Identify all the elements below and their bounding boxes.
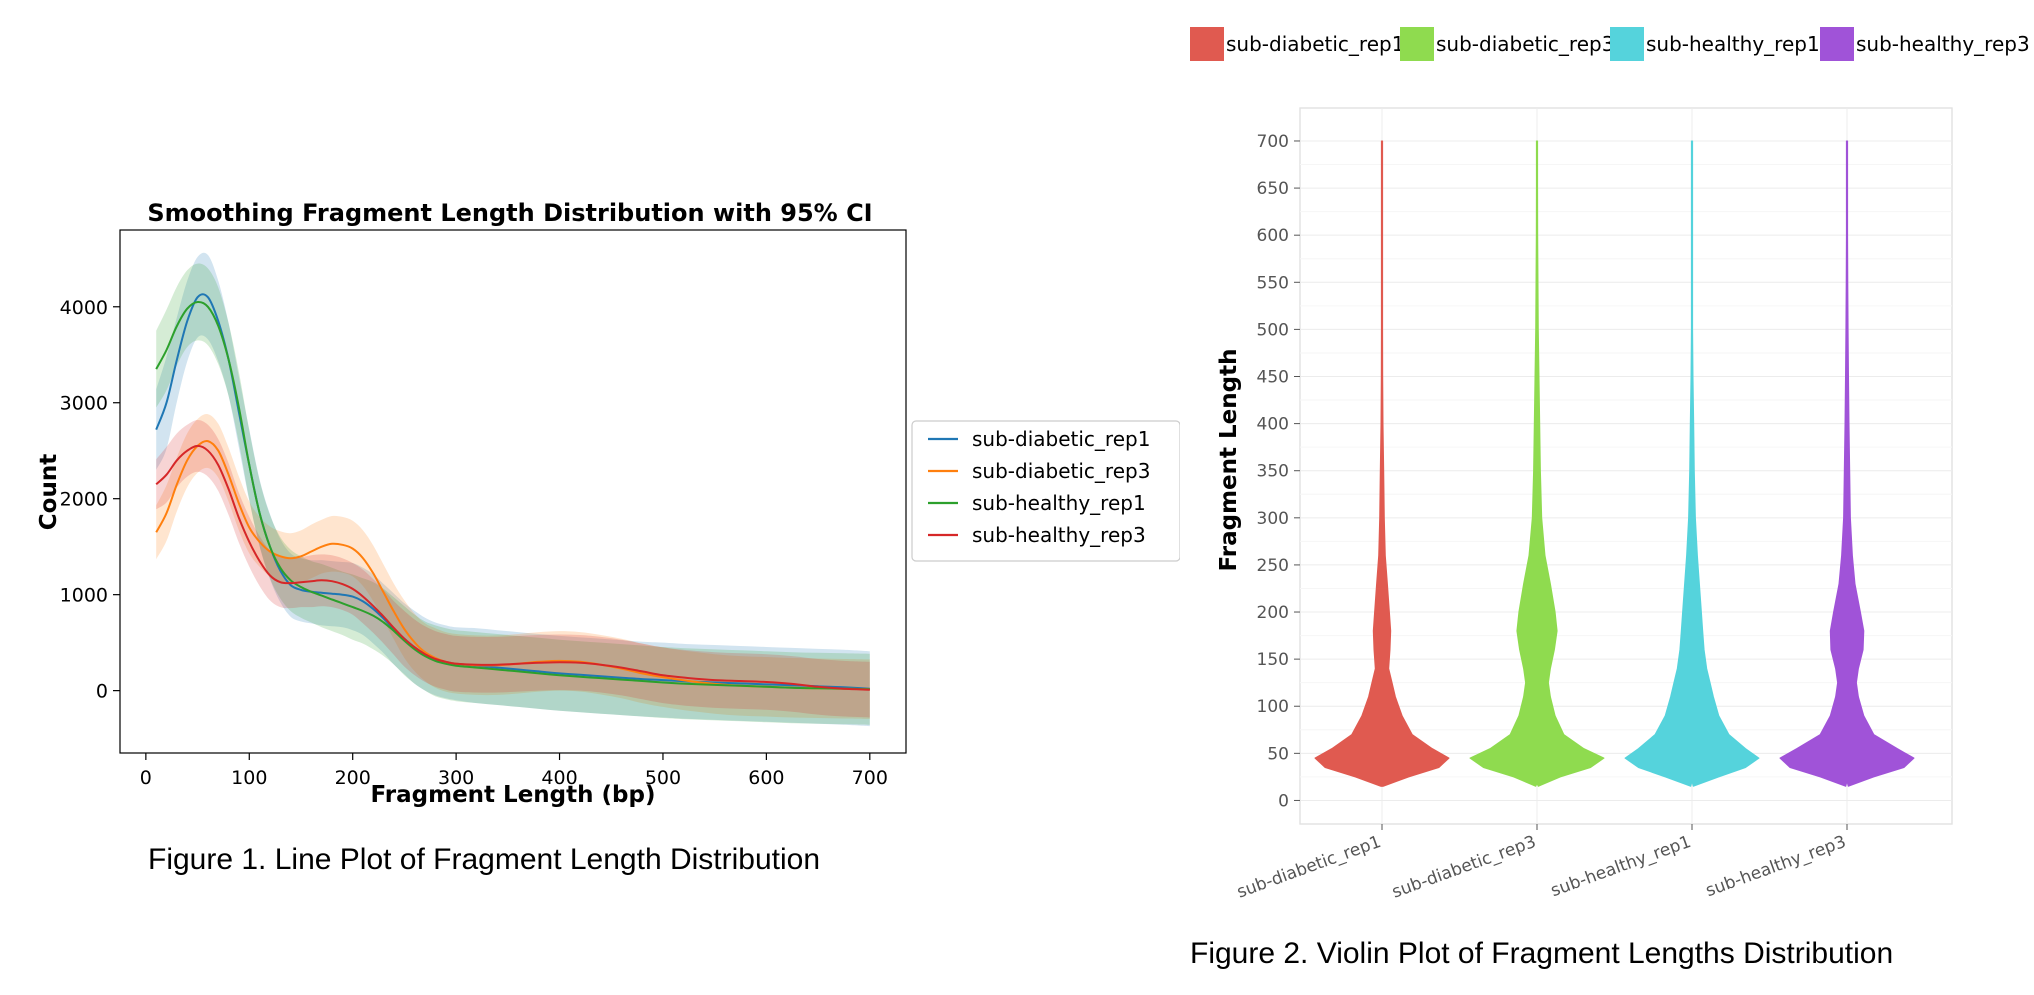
y-tick-label: 200 (1257, 603, 1289, 623)
x-tick-label: sub-healthy_rep1 (1548, 832, 1694, 901)
x-tick-label: 400 (541, 767, 577, 789)
y-axis-label: Fragment Length (1216, 349, 1242, 572)
y-tick-label: 650 (1257, 179, 1289, 199)
y-tick-label: 1000 (60, 585, 108, 607)
violin-sub-diabetic_rep3 (1469, 140, 1605, 787)
x-tick-label: 100 (231, 767, 267, 789)
x-tick-label: sub-diabetic_rep3 (1389, 832, 1538, 903)
y-tick-label: 350 (1257, 462, 1289, 482)
figure2-caption: Figure 2. Violin Plot of Fragment Length… (1190, 937, 1894, 970)
legend-label: sub-diabetic_rep1 (972, 427, 1150, 451)
ci-band-sub-diabetic_rep1 (156, 252, 870, 727)
legend-label: sub-diabetic_rep3 (972, 459, 1150, 483)
series-line-sub-healthy_rep3 (155, 444, 870, 691)
legend-label: sub-healthy_rep3 (1856, 32, 2030, 56)
y-tick-label: 500 (1257, 320, 1289, 340)
series-line-sub-diabetic_rep3 (155, 439, 870, 691)
legend-label: sub-healthy_rep1 (1646, 32, 1820, 56)
series-line-sub-diabetic_rep1 (155, 293, 870, 690)
legend-swatch (1820, 27, 1854, 61)
x-tick-label: sub-healthy_rep3 (1703, 832, 1849, 901)
violin-chart-panel: sub-diabetic_rep1 sub-diabetic_rep3 sub-he… (1180, 0, 2034, 990)
legend-label: sub-diabetic_rep3 (1436, 32, 1614, 56)
legend-label: sub-healthy_rep1 (972, 491, 1146, 515)
y-tick-label: 100 (1257, 697, 1289, 717)
legend-swatch (1190, 27, 1224, 61)
violin-sub-healthy_rep3 (1779, 140, 1915, 787)
violin-chart: sub-diabetic_rep1 sub-diabetic_rep3 sub-he… (1190, 27, 2030, 903)
legend-swatch (1610, 27, 1644, 61)
series-line-sub-healthy_rep1 (155, 300, 870, 691)
x-tick-label: 200 (335, 767, 371, 789)
y-tick-label: 600 (1257, 226, 1289, 246)
legend-swatch (1400, 27, 1434, 61)
line-chart: Smoothing Fragment Length Distribution w… (36, 199, 1181, 808)
y-tick-label: 400 (1257, 415, 1289, 435)
y-tick-label: 700 (1257, 132, 1289, 152)
plot-frame (119, 229, 907, 754)
y-axis-label: Count (36, 454, 62, 530)
y-tick-label: 2000 (60, 489, 108, 511)
violin-sub-diabetic_rep1 (1314, 140, 1450, 787)
y-tick-label: 0 (96, 681, 108, 703)
ci-band-sub-healthy_rep3 (156, 420, 870, 718)
y-tick-label: 4000 (60, 297, 108, 319)
violin-sub-healthy_rep1 (1624, 140, 1760, 787)
x-axis-label: Fragment Length (bp) (371, 782, 656, 808)
figure1-caption: Figure 1. Line Plot of Fragment Length D… (148, 843, 821, 876)
line-chart-title: Smoothing Fragment Length Distribution w… (147, 199, 872, 227)
y-tick-label: 0 (1278, 791, 1289, 811)
x-tick-label: 500 (645, 767, 681, 789)
line-chart-panel: Smoothing Fragment Length Distribution w… (36, 199, 1181, 876)
legend-label: sub-diabetic_rep1 (1226, 32, 1404, 56)
x-tick-label: 700 (852, 767, 888, 789)
y-tick-label: 3000 (60, 393, 108, 415)
violin-chart-legend: sub-diabetic_rep1 sub-diabetic_rep3 sub-he… (1190, 27, 2030, 61)
x-tick-label: 300 (438, 767, 474, 789)
y-tick-label: 300 (1257, 509, 1289, 529)
legend-label: sub-healthy_rep3 (972, 523, 1146, 547)
y-tick-label: 250 (1257, 556, 1289, 576)
x-tick-label: 600 (748, 767, 784, 789)
y-tick-label: 550 (1257, 273, 1289, 293)
ci-band-sub-healthy_rep1 (156, 263, 870, 725)
line-chart-legend: sub-diabetic_rep1 sub-diabetic_rep3 sub-he… (911, 420, 1181, 562)
y-tick-label: 50 (1267, 744, 1289, 764)
y-tick-label: 450 (1257, 368, 1289, 388)
y-tick-label: 150 (1257, 650, 1289, 670)
x-tick-label: sub-diabetic_rep1 (1234, 832, 1383, 903)
x-tick-label: 0 (140, 767, 152, 789)
